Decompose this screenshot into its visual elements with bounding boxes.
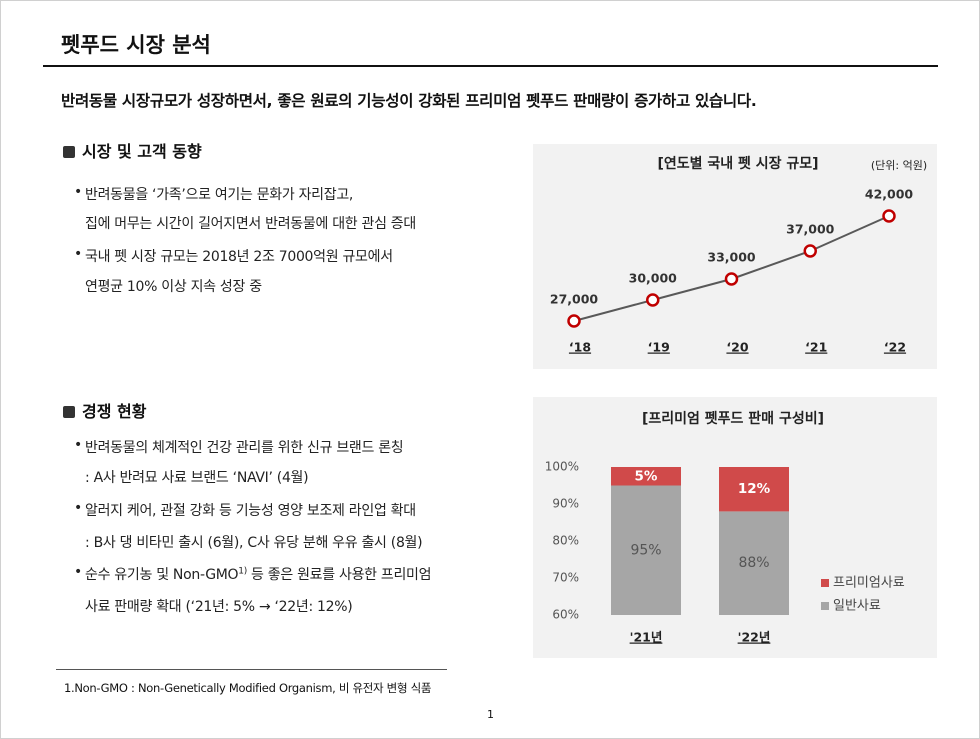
x-tick-label: ‘18	[569, 340, 591, 355]
chart-title: [연도별 국내 펫 시장 규모]	[657, 155, 818, 172]
value-label: 88%	[738, 555, 769, 571]
bullet-line: 순수 유기농 및 Non-GMO1) 등 좋은 원료를 사용한 프리미엄	[74, 564, 432, 584]
bullet-line: 집에 머무는 시간이 길어지면서 반려동물에 대한 관심 증대	[85, 216, 416, 232]
bar-chart: [프리미엄 펫푸드 판매 구성비] 60% 70% 80% 90% 100% 95% 5% '2…	[533, 397, 937, 658]
x-tick-label: '22년	[738, 630, 771, 645]
data-point	[724, 272, 739, 286]
footnote-ref: 1)	[238, 566, 247, 577]
legend-swatch	[821, 579, 829, 587]
y-tick-label: 70%	[552, 571, 579, 585]
x-tick-label: ‘20	[726, 340, 748, 355]
footnote: 1.Non-GMO : Non-Genetically Modified Org…	[64, 681, 432, 695]
x-tick-label: '21년	[630, 630, 663, 645]
y-tick-label: 80%	[552, 534, 579, 548]
heading-text: 시장 및 고객 동향	[82, 142, 202, 161]
data-point	[646, 293, 660, 307]
chart-title: [프리미엄 펫푸드 판매 구성비]	[642, 410, 824, 427]
value-label: 95%	[630, 542, 661, 558]
headline: 반려동물 시장규모가 성장하면서, 좋은 원료의 기능성이 강화된 프리미엄 펫…	[61, 92, 757, 110]
bullet-line: 반려동물의 체계적인 건강 관리를 위한 신규 브랜드 론칭	[74, 437, 404, 457]
bullet-line: 반려동물을 ‘가족’으로 여기는 문화가 자리잡고,	[74, 184, 353, 204]
section-heading: 시장 및 고객 동향	[63, 138, 202, 162]
legend-swatch	[821, 602, 829, 610]
value-label: 5%	[635, 468, 658, 484]
value-label: 33,000	[707, 250, 756, 265]
bullet-line: : A사 반려묘 사료 브랜드 ‘NAVI’ (4월)	[85, 470, 309, 486]
bar-segment	[611, 467, 681, 486]
value-label: 27,000	[550, 292, 599, 307]
x-tick-label: ‘21	[805, 340, 827, 355]
bar-segment	[611, 485, 681, 615]
text: 등 좋은 원료를 사용한 프리미엄	[246, 567, 432, 583]
series-line	[573, 215, 890, 322]
x-tick-label: ‘22	[884, 340, 906, 355]
value-label: 30,000	[629, 271, 678, 286]
heading-text: 경쟁 현황	[82, 402, 147, 421]
value-label: 37,000	[786, 222, 835, 237]
title-rule	[43, 65, 938, 67]
legend-label: 일반사료	[833, 599, 881, 614]
value-label: 42,000	[865, 187, 914, 202]
section-heading: 경쟁 현황	[63, 398, 146, 422]
data-point	[567, 314, 581, 328]
bullet-line: 연평균 10% 이상 지속 성장 중	[85, 279, 262, 295]
slide-title: 펫푸드 시장 분석	[61, 33, 211, 57]
bullet-line: 알러지 케어, 관절 강화 등 기능성 영양 보조제 라인업 확대	[74, 500, 416, 520]
bar-segment	[719, 511, 789, 615]
x-tick-label: ‘19	[648, 340, 670, 355]
footnote-rule	[56, 669, 447, 670]
legend-label: 프리미엄사료	[833, 576, 905, 591]
bullet-line: : B사 댕 비타민 출시 (6월), C사 유당 분해 우유 출시 (8월)	[85, 535, 423, 551]
y-tick-label: 100%	[545, 460, 579, 474]
bullet-line: 국내 펫 시장 규모는 2018년 2조 7000억원 규모에서	[74, 246, 393, 266]
data-point	[803, 244, 817, 258]
line-chart: [연도별 국내 펫 시장 규모] (단위: 억원) 27,000 ‘18 30,000 ‘…	[533, 144, 937, 369]
y-tick-label: 60%	[552, 608, 579, 622]
bullet-line: 사료 판매량 확대 (‘21년: 5% → ‘22년: 12%)	[85, 599, 353, 615]
text: 순수 유기농 및 Non-GMO	[85, 567, 239, 583]
bar-segment	[719, 467, 789, 512]
unit-label: (단위: 억원)	[871, 159, 927, 172]
page-number: 1	[487, 708, 494, 721]
data-point	[882, 209, 896, 223]
value-label: 12%	[738, 481, 771, 497]
y-tick-label: 90%	[552, 497, 579, 511]
